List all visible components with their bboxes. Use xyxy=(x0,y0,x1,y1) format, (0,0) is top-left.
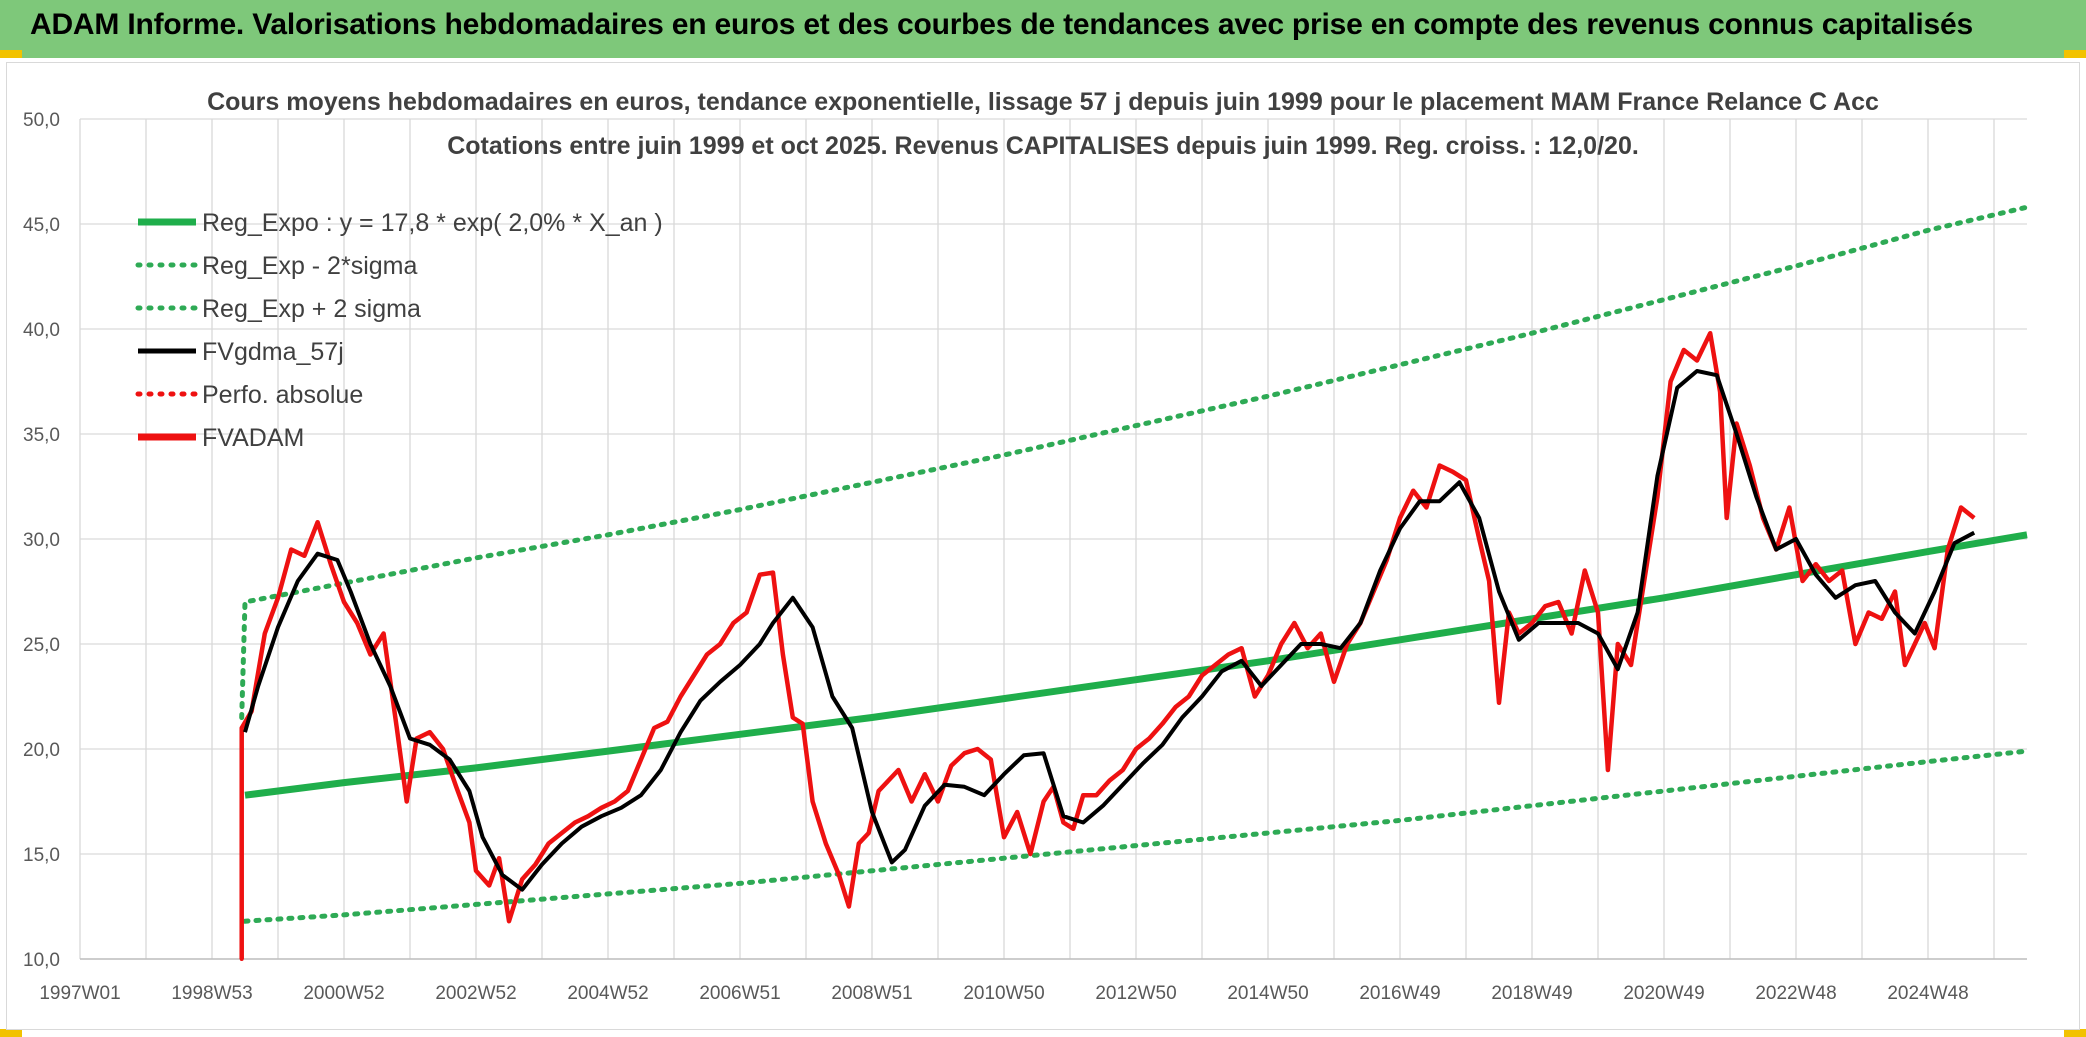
x-tick-label: 2006W51 xyxy=(699,983,780,1004)
y-tick-label: 25,0 xyxy=(23,635,60,656)
legend-label: FVgdma_57j xyxy=(202,338,344,366)
chart-title-line-2: Cotations entre juin 1999 et oct 2025. R… xyxy=(447,132,1639,160)
corner-accent-right xyxy=(2064,50,2086,58)
legend-label: Reg_Expo : y = 17,8 * exp( 2,0% * X_an ) xyxy=(202,209,663,237)
grid-layer xyxy=(79,118,2027,960)
legend-item: FVADAM xyxy=(138,424,304,452)
chart-title-line-1: Cours moyens hebdomadaires en euros, ten… xyxy=(207,88,1879,116)
series-reg-exp-2-sigma xyxy=(242,748,2030,924)
x-tick-label: 2004W52 xyxy=(567,983,648,1004)
y-tick-label: 35,0 xyxy=(23,425,60,446)
corner-accent-left xyxy=(0,50,22,58)
chart-legend: Reg_Expo : y = 17,8 * exp( 2,0% * X_an )… xyxy=(135,209,663,452)
y-tick-label: 15,0 xyxy=(23,845,60,866)
y-tick-label: 30,0 xyxy=(23,530,60,551)
x-tick-label: 2000W52 xyxy=(303,983,384,1004)
y-tick-label: 50,0 xyxy=(23,110,60,131)
legend-item: Perfo. absolue xyxy=(135,381,363,409)
series-layer xyxy=(239,204,2030,961)
legend-label: Perfo. absolue xyxy=(202,381,363,409)
report-banner: ADAM Informe. Valorisations hebdomadaire… xyxy=(0,0,2086,58)
legend-label: FVADAM xyxy=(202,424,304,452)
x-tick-label: 2002W52 xyxy=(435,983,516,1004)
y-tick-label: 20,0 xyxy=(23,740,60,761)
x-tick-label: 2022W48 xyxy=(1755,983,1836,1004)
corner-accent-bottom-left xyxy=(0,1029,22,1037)
legend-label: Reg_Exp - 2*sigma xyxy=(202,252,417,280)
legend-item: Reg_Exp - 2*sigma xyxy=(135,252,417,280)
x-tick-label: 1997W01 xyxy=(39,983,120,1004)
x-tick-label: 2012W50 xyxy=(1095,983,1176,1004)
report-title: ADAM Informe. Valorisations hebdomadaire… xyxy=(30,8,1973,41)
axis-layer: 10,0 15,0 20,0 25,0 30,0 35,0 40,0 45,0 50,0 1997… xyxy=(23,110,2027,1004)
x-tick-label: 2024W48 xyxy=(1887,983,1968,1004)
x-tick-label: 2008W51 xyxy=(831,983,912,1004)
legend-item: Reg_Exp + 2 sigma xyxy=(135,295,421,323)
y-tick-label: 45,0 xyxy=(23,215,60,236)
x-tick-label: 1998W53 xyxy=(171,983,252,1004)
y-tick-label: 40,0 xyxy=(23,320,60,341)
legend-item: Reg_Expo : y = 17,8 * exp( 2,0% * X_an ) xyxy=(138,209,663,237)
series-reg-exp-2-sigma xyxy=(239,204,2030,720)
x-tick-label: 2014W50 xyxy=(1227,983,1308,1004)
y-tick-label: 10,0 xyxy=(23,950,60,971)
x-tick-label: 2020W49 xyxy=(1623,983,1704,1004)
legend-item: FVgdma_57j xyxy=(138,338,344,366)
series-reg-expo xyxy=(244,531,2028,799)
x-tick-label: 2018W49 xyxy=(1491,983,1572,1004)
x-tick-label: 2016W49 xyxy=(1359,983,1440,1004)
series-fvadam xyxy=(239,330,1976,959)
legend-label: Reg_Exp + 2 sigma xyxy=(202,295,421,323)
chart-frame xyxy=(6,62,2080,1030)
x-tick-label: 2010W50 xyxy=(963,983,1044,1004)
corner-accent-bottom-right xyxy=(2064,1029,2086,1037)
series-fvgdma-57j xyxy=(243,369,1976,892)
